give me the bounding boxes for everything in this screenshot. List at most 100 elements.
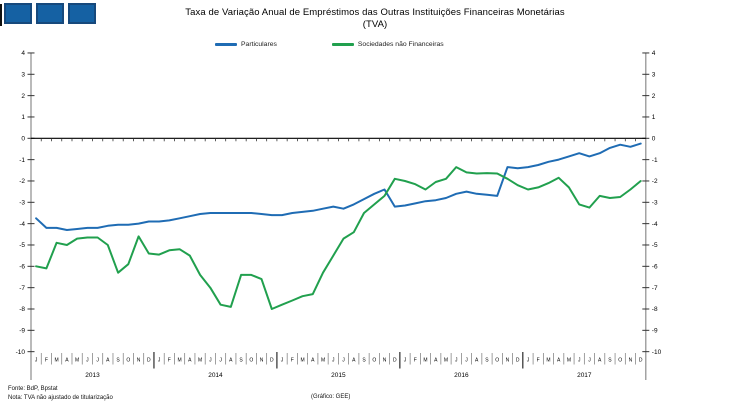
footer-note: Nota: TVA não ajustado de titularização	[8, 394, 113, 401]
month-label: O	[372, 358, 376, 364]
month-label: A	[475, 358, 479, 364]
y-tick-label-right: -10	[652, 349, 662, 356]
year-label: 2014	[208, 372, 223, 379]
month-label: F	[168, 358, 171, 364]
y-tick-label-left: -7	[19, 285, 25, 292]
month-label: N	[506, 358, 510, 364]
series-line-particulares	[35, 142, 642, 231]
y-tick-label-left: -10	[16, 349, 26, 356]
year-label: 2017	[577, 372, 592, 379]
y-tick-label-left: -9	[19, 328, 25, 335]
y-tick-label-right: 4	[652, 50, 656, 57]
month-label: J	[96, 358, 99, 364]
month-label: J	[219, 358, 222, 364]
month-label: D	[270, 358, 274, 364]
month-label: S	[485, 358, 489, 364]
y-tick-label-right: 2	[652, 93, 656, 100]
legend-label: Sociedades não Financeiras	[357, 41, 444, 48]
y-tick-label-right: -1	[652, 157, 658, 164]
month-label: J	[527, 358, 530, 364]
year-label: 2013	[85, 372, 100, 379]
month-label: F	[537, 358, 540, 364]
month-label: N	[629, 358, 633, 364]
y-tick-label-left: 4	[21, 50, 25, 57]
y-tick-label-right: -8	[652, 306, 658, 313]
y-tick-label-right: -3	[652, 200, 658, 207]
month-label: J	[578, 358, 581, 364]
month-label: A	[229, 358, 233, 364]
month-label: M	[198, 358, 202, 364]
footer-source: Fonte: BdP, Bpstat	[8, 386, 58, 392]
month-label: M	[177, 358, 181, 364]
logo-square	[68, 3, 96, 24]
month-label: J	[209, 358, 212, 364]
y-tick-label-right: -9	[652, 328, 658, 335]
y-tick-label-right: -7	[652, 285, 658, 292]
month-label: J	[158, 358, 161, 364]
month-label: J	[465, 358, 468, 364]
month-label: J	[86, 358, 89, 364]
y-tick-label-left: -6	[19, 264, 25, 271]
month-label: O	[249, 358, 253, 364]
legend-item-sociedades: Sociedades não Financeiras	[331, 41, 444, 48]
series-line-sociedades-nao-financeiras	[35, 166, 642, 310]
logo-squares	[4, 3, 96, 24]
legend-label: Particulares	[241, 41, 277, 48]
logo-square	[36, 3, 64, 24]
chart-title: Taxa de Variação Anual de Empréstimos da…	[30, 7, 720, 31]
month-label: M	[423, 358, 427, 364]
month-label: N	[137, 358, 141, 364]
month-label: M	[75, 358, 79, 364]
y-tick-label-left: 3	[21, 71, 25, 78]
month-label: A	[598, 358, 602, 364]
month-label: N	[383, 358, 387, 364]
month-label: D	[147, 358, 151, 364]
legend-line-swatch-green	[331, 43, 354, 46]
month-label: M	[300, 358, 304, 364]
month-label: M	[444, 358, 448, 364]
month-label: D	[516, 358, 520, 364]
month-label: A	[311, 358, 315, 364]
month-label: M	[567, 358, 571, 364]
month-label: J	[342, 358, 345, 364]
year-label: 2016	[454, 372, 469, 379]
month-label: D	[639, 358, 643, 364]
month-label: S	[116, 358, 120, 364]
month-label: J	[455, 358, 458, 364]
month-label: J	[404, 358, 407, 364]
month-label: A	[188, 358, 192, 364]
month-label: M	[321, 358, 325, 364]
month-label: F	[45, 358, 48, 364]
month-label: J	[588, 358, 591, 364]
y-tick-label-right: -6	[652, 264, 658, 271]
y-tick-label-left: -3	[19, 200, 25, 207]
month-label: M	[546, 358, 550, 364]
y-tick-label-left: 2	[21, 93, 25, 100]
chart-title-line2: (TVA)	[362, 19, 388, 30]
y-tick-label-left: -8	[19, 306, 25, 313]
chart-title-line1: Taxa de Variação Anual de Empréstimos da…	[185, 7, 565, 18]
y-tick-label-right: 1	[652, 114, 656, 121]
month-label: A	[65, 358, 69, 364]
month-label: A	[557, 358, 561, 364]
y-tick-label-left: -1	[19, 157, 25, 164]
y-tick-label-left: 1	[21, 114, 25, 121]
month-label: A	[106, 358, 110, 364]
month-label: O	[126, 358, 130, 364]
legend-item-particulares: Particulares	[215, 41, 277, 48]
y-tick-label-left: -4	[19, 221, 25, 228]
logo-square	[4, 3, 32, 24]
month-label: S	[362, 358, 366, 364]
y-tick-label-right: 0	[652, 136, 656, 143]
month-label: O	[495, 358, 499, 364]
y-tick-label-left: -5	[19, 242, 25, 249]
footer-credit: (Gráfico: GEE)	[311, 393, 351, 400]
month-label: F	[414, 358, 417, 364]
month-label: N	[260, 358, 264, 364]
month-label: J	[332, 358, 335, 364]
y-tick-label-left: -2	[19, 178, 25, 185]
month-label: M	[55, 358, 59, 364]
month-label: J	[35, 358, 38, 364]
